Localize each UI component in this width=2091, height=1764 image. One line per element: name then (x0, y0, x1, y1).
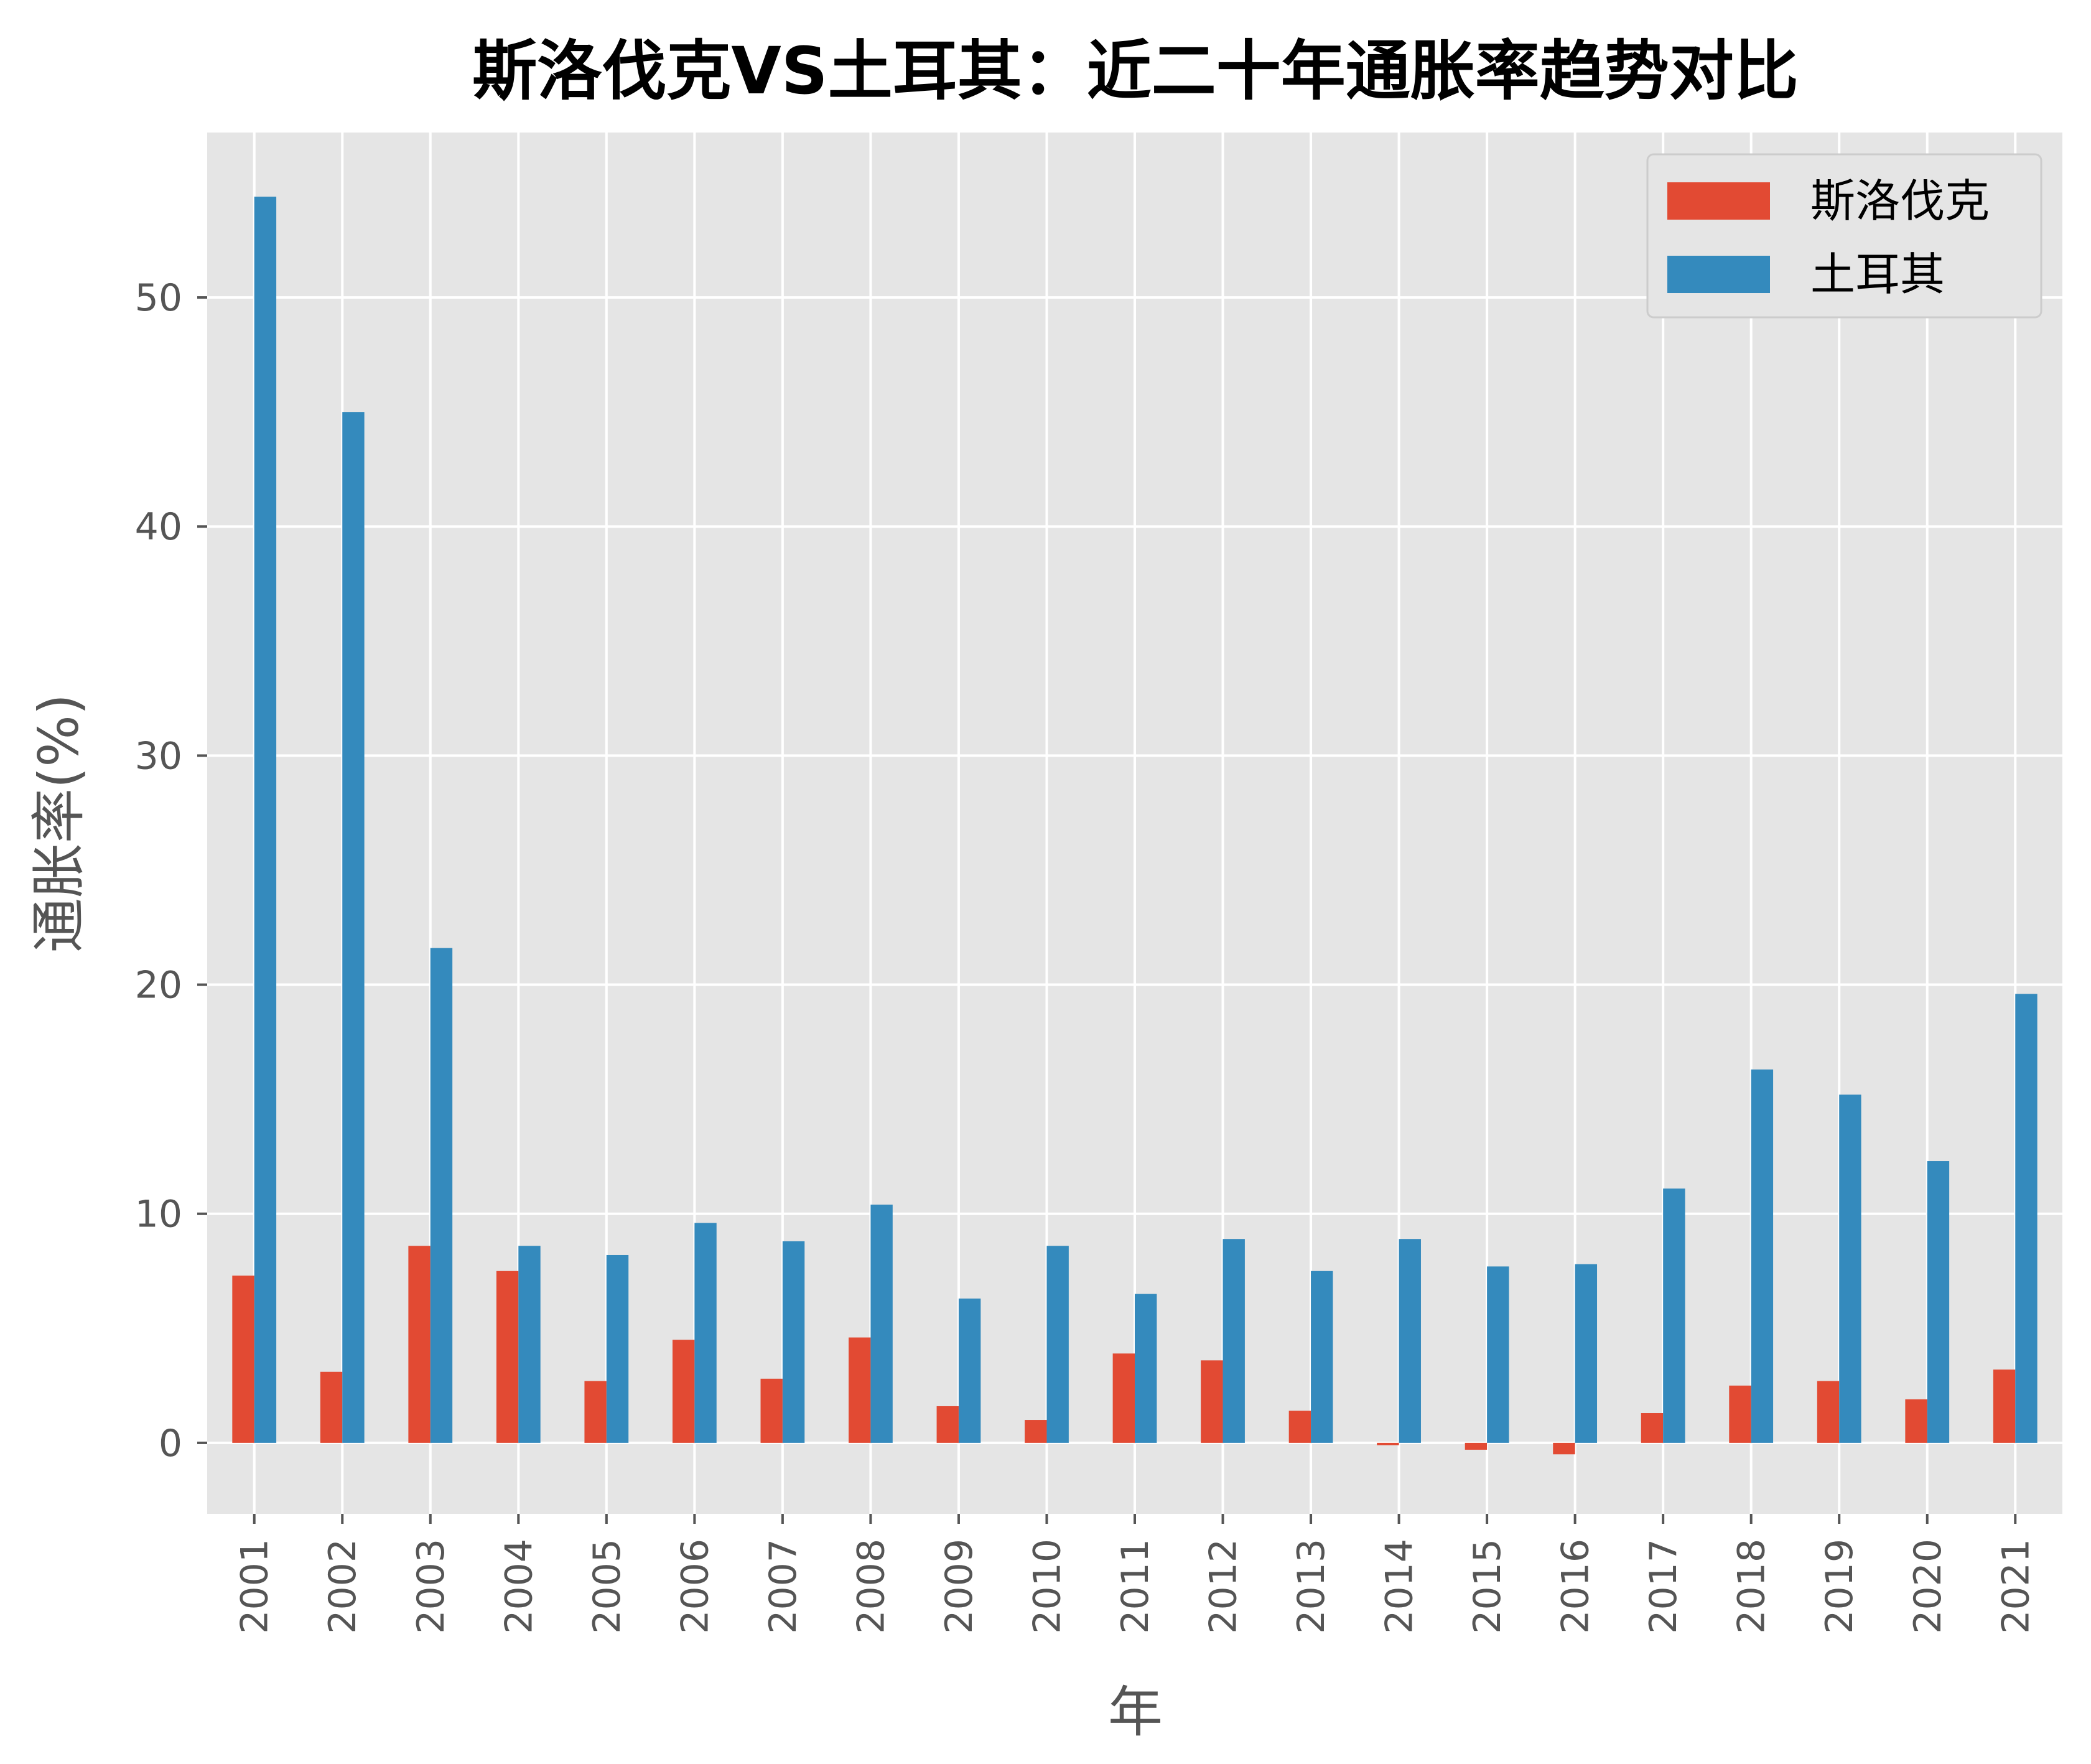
x-tick-label: 2009 (938, 1539, 981, 1634)
x-axis-label: 年 (1108, 1680, 1163, 1744)
x-tick-label: 2020 (1906, 1539, 1950, 1634)
bar-slovakia (1025, 1420, 1047, 1443)
bar-turkey (606, 1254, 629, 1443)
bar-turkey (1399, 1239, 1421, 1443)
x-tick-label: 2002 (321, 1539, 365, 1634)
bar-turkey (342, 412, 365, 1443)
x-tick-label: 2021 (1994, 1539, 2037, 1634)
bar-slovakia (1553, 1442, 1575, 1455)
bar-turkey (1839, 1094, 1861, 1443)
x-tick-label: 2013 (1290, 1539, 1333, 1634)
bar-turkey (694, 1223, 717, 1443)
bar-slovakia (1201, 1360, 1223, 1443)
bar-turkey (1663, 1188, 1685, 1443)
bars (232, 197, 2037, 1455)
x-tick-label: 2005 (585, 1539, 629, 1634)
bar-slovakia (408, 1246, 431, 1443)
legend-swatch-turkey (1667, 256, 1770, 293)
x-tick-label: 2001 (233, 1539, 277, 1634)
bar-turkey (1046, 1246, 1069, 1443)
bar-turkey (2015, 994, 2037, 1443)
bar-turkey (1575, 1264, 1598, 1443)
y-axis-label: 通胀率(%) (27, 694, 91, 953)
y-tick-label: 40 (135, 505, 182, 549)
legend-swatch-slovakia (1667, 182, 1770, 220)
bar-slovakia (1288, 1411, 1311, 1443)
bar-turkey (1222, 1239, 1245, 1443)
legend-label-turkey: 土耳其 (1810, 248, 1945, 301)
bar-turkey (518, 1246, 541, 1443)
x-tick-label: 2016 (1554, 1539, 1598, 1634)
bar-slovakia (672, 1340, 695, 1443)
bar-slovakia (1905, 1399, 1927, 1443)
bar-slovakia (1465, 1442, 1488, 1450)
bar-turkey (1487, 1266, 1509, 1443)
x-tick-label: 2019 (1818, 1539, 1861, 1634)
bar-slovakia (1817, 1381, 1840, 1443)
y-tick-label: 30 (135, 734, 182, 778)
x-tick-label: 2018 (1730, 1539, 1774, 1634)
bar-slovakia (496, 1271, 519, 1443)
x-tick-label: 2017 (1642, 1539, 1685, 1634)
chart-title: 斯洛伐克VS土耳其：近二十年通胀率趋势对比 (472, 33, 1798, 109)
bar-slovakia (760, 1378, 783, 1443)
bar-slovakia (1729, 1385, 1751, 1443)
y-tick-label: 50 (135, 276, 182, 320)
x-tick-label: 2011 (1114, 1539, 1157, 1634)
bar-slovakia (849, 1337, 871, 1443)
bar-slovakia (1993, 1370, 2016, 1443)
bar-turkey (254, 197, 277, 1443)
legend-label-slovakia: 斯洛伐克 (1810, 175, 1990, 227)
y-tick-label: 0 (159, 1422, 182, 1465)
bar-turkey (1927, 1161, 1950, 1443)
x-tick-label: 2008 (849, 1539, 893, 1634)
bar-slovakia (1112, 1353, 1135, 1443)
y-tick-label: 10 (135, 1193, 182, 1236)
x-tick-label: 2003 (409, 1539, 453, 1634)
bar-slovakia (1641, 1413, 1664, 1443)
x-tick-label: 2007 (761, 1539, 805, 1634)
y-tick-label: 20 (135, 964, 182, 1007)
legend: 斯洛伐克 土耳其 (1646, 153, 2042, 319)
x-tick-label: 2014 (1378, 1539, 1422, 1634)
bar-turkey (958, 1298, 981, 1443)
bar-turkey (1135, 1294, 1157, 1443)
bar-slovakia (584, 1381, 607, 1443)
x-tick-label: 2006 (673, 1539, 717, 1634)
bar-turkey (1311, 1271, 1333, 1443)
bar-slovakia (232, 1276, 254, 1443)
x-tick-label: 2010 (1025, 1539, 1069, 1634)
axis-ticks: 0 10 20 30 40 50 2001 2002 2003 2004 2005 2006 2007 2… (135, 276, 2038, 1634)
bar-slovakia (320, 1371, 343, 1443)
bar-turkey (870, 1204, 893, 1443)
x-tick-label: 2004 (497, 1539, 541, 1634)
x-tick-label: 2012 (1202, 1539, 1246, 1634)
bar-turkey (1751, 1069, 1774, 1443)
bar-slovakia (1377, 1442, 1399, 1445)
bar-turkey (430, 948, 453, 1443)
bar-turkey (782, 1241, 805, 1443)
bar-slovakia (936, 1406, 959, 1443)
x-tick-label: 2015 (1466, 1539, 1509, 1634)
